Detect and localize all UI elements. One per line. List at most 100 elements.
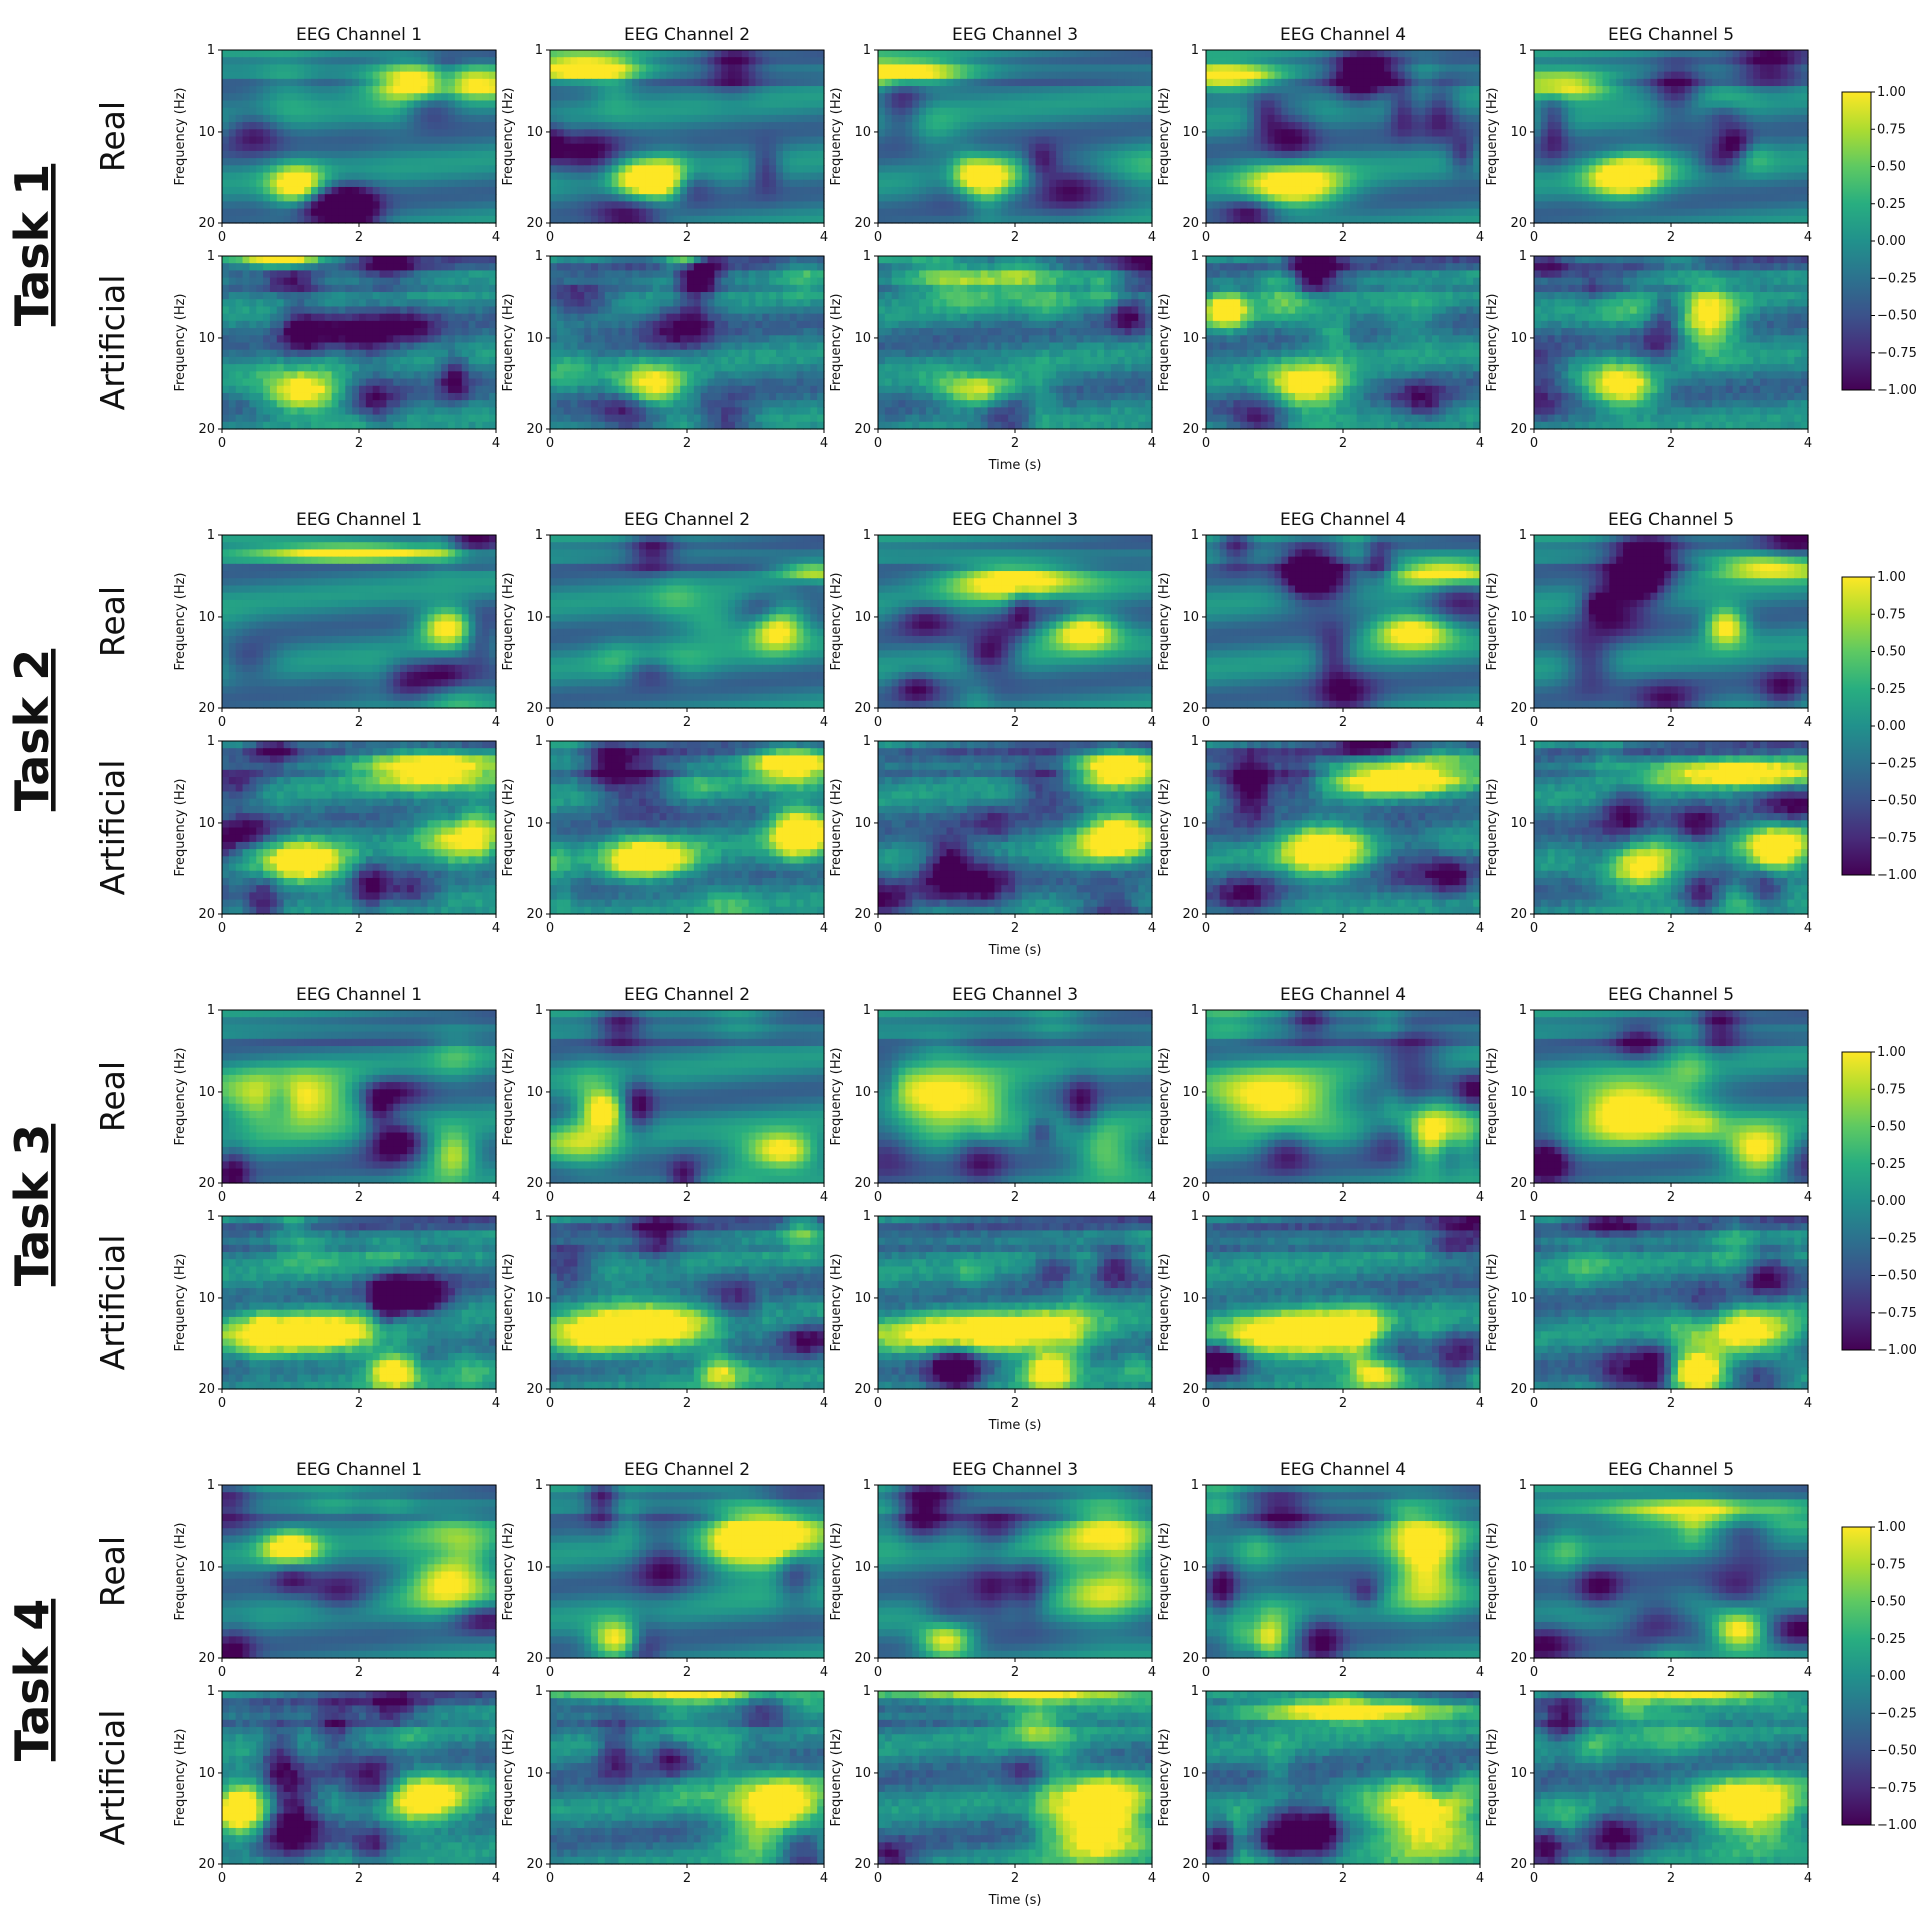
- heatmap-cell: [448, 180, 455, 188]
- heatmap-cell: [311, 137, 318, 145]
- heatmap-cell: [345, 144, 352, 152]
- heatmap-cell: [270, 79, 277, 87]
- heatmap-cell: [256, 256, 263, 264]
- heatmap-cell: [441, 115, 448, 123]
- heatmap-cell: [236, 64, 243, 72]
- heatmap-cell: [249, 79, 256, 87]
- heatmap-cell: [393, 285, 400, 293]
- heatmap-cell: [469, 158, 476, 166]
- heatmap-cell: [332, 79, 339, 87]
- heatmap-cell: [469, 115, 476, 123]
- heatmap-cell: [469, 173, 476, 181]
- heatmap-cell: [263, 256, 270, 264]
- heatmap-cell: [291, 50, 298, 58]
- heatmap-cell: [421, 187, 428, 195]
- heatmap-cell: [338, 278, 345, 286]
- heatmap-cell: [249, 72, 256, 80]
- heatmap-cell: [318, 270, 325, 278]
- heatmap-cell: [469, 194, 476, 202]
- heatmap-cell: [263, 72, 270, 80]
- heatmap-cell: [428, 270, 435, 278]
- heatmap-cell: [359, 270, 366, 278]
- heatmap-cell: [373, 256, 380, 264]
- heatmap-cell: [380, 79, 387, 87]
- heatmap-cell: [400, 129, 407, 137]
- heatmap-cell: [325, 144, 332, 152]
- heatmap-cell: [462, 50, 469, 58]
- heatmap-cell: [407, 100, 414, 108]
- heatmap-cell: [222, 263, 229, 271]
- heatmap-cell: [475, 187, 482, 195]
- heatmap-cell: [352, 158, 359, 166]
- heatmap-cell: [338, 216, 345, 224]
- heatmap-cell: [462, 165, 469, 173]
- heatmap-cell: [434, 50, 441, 58]
- heatmap-cell: [386, 129, 393, 137]
- heatmap-cell: [345, 285, 352, 293]
- heatmap-cell: [373, 57, 380, 65]
- heatmap-cell: [284, 144, 291, 152]
- heatmap-cell: [256, 122, 263, 130]
- heatmap-cell: [332, 201, 339, 209]
- heatmap-cell: [455, 108, 462, 116]
- heatmap-cell: [441, 122, 448, 130]
- heatmap-cell: [441, 278, 448, 286]
- heatmap-cell: [297, 115, 304, 123]
- heatmap-cell: [428, 93, 435, 101]
- heatmap-cell: [338, 50, 345, 58]
- heatmap-cell: [243, 100, 250, 108]
- heatmap-cell: [482, 201, 489, 209]
- heatmap-cell: [304, 216, 311, 224]
- heatmap-cell: [469, 201, 476, 209]
- heatmap-cell: [489, 50, 496, 58]
- heatmap-cell: [222, 86, 229, 94]
- heatmap-cell: [475, 50, 482, 58]
- heatmap-cell: [400, 270, 407, 278]
- heatmap-cell: [236, 194, 243, 202]
- heatmap-cell: [318, 144, 325, 152]
- heatmap-cell: [386, 209, 393, 217]
- heatmap-cell: [311, 201, 318, 209]
- heatmap-cell: [386, 216, 393, 224]
- heatmap-cell: [373, 86, 380, 94]
- heatmap-cell: [455, 278, 462, 286]
- heatmap-cell: [236, 158, 243, 166]
- heatmap-cell: [332, 151, 339, 159]
- heatmap-cell: [366, 278, 373, 286]
- heatmap-cell: [243, 50, 250, 58]
- heatmap-cell: [359, 158, 366, 166]
- heatmap-cell: [489, 173, 496, 181]
- heatmap-cell: [325, 108, 332, 116]
- heatmap-cell: [277, 144, 284, 152]
- heatmap-cell: [291, 64, 298, 72]
- heatmap-cell: [373, 173, 380, 181]
- heatmap-cell: [359, 278, 366, 286]
- heatmap-cell: [256, 173, 263, 181]
- heatmap-cell: [332, 278, 339, 286]
- heatmap-cell: [345, 50, 352, 58]
- heatmap-cell: [441, 165, 448, 173]
- heatmap-cell: [270, 108, 277, 116]
- heatmap-cell: [373, 151, 380, 159]
- heatmap-cell: [325, 93, 332, 101]
- heatmap-cell: [373, 187, 380, 195]
- heatmap-cell: [229, 72, 236, 80]
- heatmap-cell: [434, 93, 441, 101]
- heatmap-cell: [469, 256, 476, 264]
- heatmap-cell: [407, 115, 414, 123]
- heatmap-cell: [338, 180, 345, 188]
- heatmap-cell: [359, 194, 366, 202]
- heatmap-cell: [291, 100, 298, 108]
- heatmap-cell: [304, 79, 311, 87]
- heatmap-cell: [393, 108, 400, 116]
- heatmap-cell: [407, 144, 414, 152]
- heatmap-cell: [428, 209, 435, 217]
- heatmap-cell: [400, 180, 407, 188]
- heatmap-cell: [373, 115, 380, 123]
- heatmap-cell: [441, 158, 448, 166]
- heatmap-cell: [359, 256, 366, 264]
- heatmap-cell: [455, 137, 462, 145]
- heatmap-cell: [222, 270, 229, 278]
- heatmap-cell: [243, 144, 250, 152]
- heatmap-cell: [441, 137, 448, 145]
